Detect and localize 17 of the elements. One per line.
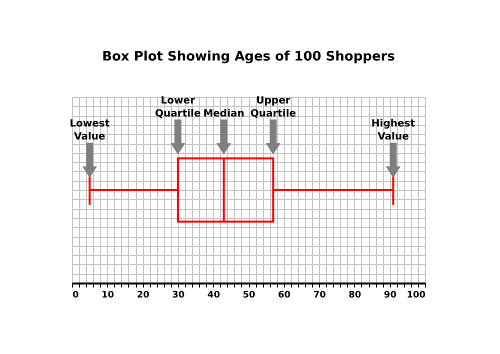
x-tick-label: 80 — [348, 290, 362, 300]
x-tick-label: 0 — [72, 290, 79, 300]
x-tick-label: 40 — [207, 290, 220, 300]
chart-title: Box Plot Showing Ages of 100 Shoppers — [102, 49, 396, 64]
annotation: Upper Quartile — [250, 95, 296, 120]
x-tick-label: 10 — [102, 290, 114, 300]
x-tick-label: 50 — [242, 290, 256, 300]
x-tick-label: 30 — [172, 290, 185, 300]
annotation: Lowest Value — [70, 118, 110, 143]
x-tick-label: 20 — [136, 290, 150, 300]
annotation: Lower Quartile — [155, 95, 201, 120]
annotation: Median — [203, 108, 244, 120]
x-tick-label: 70 — [313, 290, 326, 300]
x-tick-label: 90 — [384, 290, 396, 300]
x-tick-label: 100 — [406, 290, 426, 300]
x-tick-label: 60 — [278, 290, 291, 300]
annotation: Highest Value — [371, 118, 416, 143]
